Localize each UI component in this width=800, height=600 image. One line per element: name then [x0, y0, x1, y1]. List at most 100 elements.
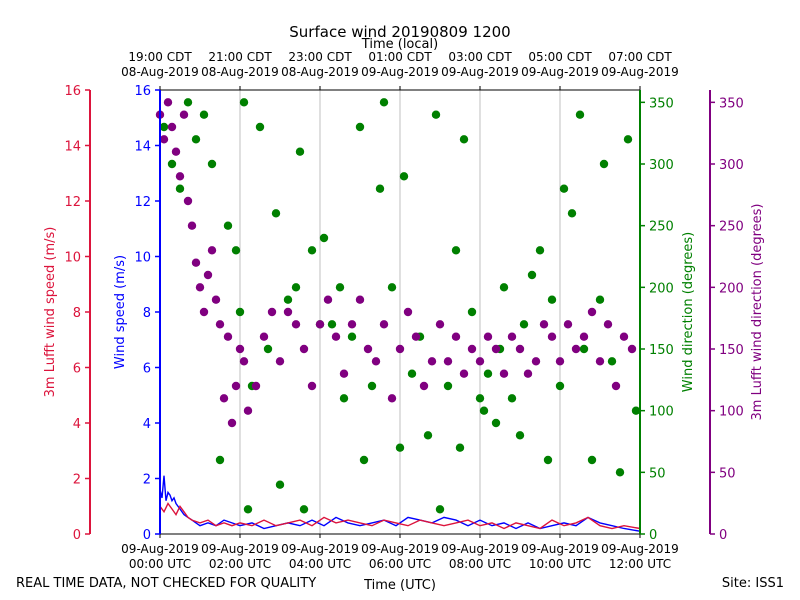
- 3m-lufft-wind-direction-point: [251, 381, 261, 391]
- wind-direction-point: [319, 233, 329, 243]
- wind-direction-axis-tick-label: 50: [649, 466, 666, 481]
- 3m-lufft-wind-direction-point: [403, 307, 413, 317]
- wind-direction-point: [527, 270, 537, 280]
- lufft-direction-axis-tick-label: 350: [719, 96, 744, 111]
- series-layer: [155, 98, 641, 532]
- wind-direction-point: [555, 381, 565, 391]
- wind-direction-point: [395, 443, 405, 452]
- 3m-lufft-wind-direction-point: [475, 357, 485, 366]
- wind-speed-axis-tick-label: 0: [143, 528, 151, 543]
- x-tick-label-date: 09-Aug-2019: [121, 542, 199, 556]
- lufft-speed-axis-tick-label: 12: [64, 195, 81, 210]
- wind-direction-point: [183, 98, 193, 107]
- wind-direction-point: [595, 295, 605, 304]
- lufft-speed-axis-tick-label: 6: [73, 362, 81, 377]
- 3m-lufft-wind-direction-point: [483, 332, 493, 341]
- wind-speed-axis-label: Wind speed (m/s): [113, 255, 128, 369]
- 3m-lufft-wind-direction-point: [159, 135, 169, 144]
- top-tick-label-time: 01:00 CDT: [368, 50, 432, 64]
- 3m-lufft-wind-direction-point: [347, 320, 357, 329]
- wind-direction-point: [275, 480, 285, 489]
- wind-direction-point: [615, 468, 625, 477]
- top-tick-label-date: 09-Aug-2019: [521, 65, 599, 79]
- wind-direction-point: [575, 110, 585, 119]
- wind-direction-point: [359, 455, 369, 465]
- wind-direction-point: [379, 98, 389, 107]
- wind-direction-point: [167, 159, 177, 169]
- wind-direction-point: [567, 209, 577, 218]
- wind-direction-point: [587, 455, 597, 465]
- wind-direction-axis-tick-label: 200: [649, 281, 674, 296]
- x-tick-label-date: 09-Aug-2019: [281, 542, 359, 556]
- 3m-lufft-wind-direction-point: [579, 332, 589, 341]
- wind-direction-point: [507, 394, 517, 403]
- lufft-direction-axis-tick-label: 0: [719, 528, 727, 543]
- top-tick-label-time: 23:00 CDT: [288, 50, 352, 64]
- wind-direction-point: [291, 283, 301, 292]
- 3m-lufft-wind-direction-point: [227, 418, 237, 428]
- wind-direction-point: [283, 295, 293, 304]
- wind-direction-point: [467, 307, 477, 317]
- 3m-lufft-wind-direction-point: [611, 381, 621, 391]
- top-tick-label-time: 19:00 CDT: [128, 50, 192, 64]
- 3m-lufft-wind-direction-point: [307, 381, 317, 391]
- 3m-lufft-wind-direction-point: [283, 307, 293, 317]
- lufft-speed-axis-tick-label: 0: [73, 528, 81, 543]
- bottom-axis-label: Time (UTC): [363, 578, 436, 593]
- 3m-lufft-wind-direction-point: [547, 332, 557, 341]
- x-tick-label-time: 10:00 UTC: [529, 557, 591, 571]
- 3m-lufft-wind-direction-point: [523, 369, 533, 378]
- wind-speed-axis-tick-label: 2: [143, 473, 151, 488]
- 3m-lufft-wind-direction-point: [371, 357, 381, 366]
- wind-direction-point: [607, 357, 617, 366]
- 3m-lufft-wind-direction-point: [267, 307, 277, 317]
- wind-direction-point: [223, 221, 233, 230]
- wind-direction-point: [175, 184, 185, 193]
- 3m-lufft-wind-direction-point: [171, 147, 181, 156]
- wind-direction-point: [271, 209, 281, 218]
- wind-direction-point: [299, 505, 309, 514]
- wind-direction-point: [499, 283, 509, 292]
- wind-speed-axis-tick-label: 12: [134, 195, 151, 210]
- 3m-lufft-wind-direction-point: [323, 295, 333, 304]
- wind-direction-axis-tick-label: 300: [649, 158, 674, 173]
- 3m-lufft-wind-direction-point: [595, 357, 605, 366]
- wind-direction-point: [339, 394, 349, 403]
- 3m-lufft-wind-direction-point: [571, 344, 581, 354]
- x-tick-label-time: 08:00 UTC: [449, 557, 511, 571]
- top-tick-label-date: 09-Aug-2019: [601, 65, 679, 79]
- top-axis-label: Time (local): [361, 37, 438, 52]
- x-tick-label-date: 09-Aug-2019: [201, 542, 279, 556]
- top-tick-label-time: 03:00 CDT: [448, 50, 512, 64]
- 3m-lufft-wind-direction-point: [451, 332, 461, 341]
- site-label: Site: ISS1: [722, 576, 784, 591]
- 3m-lufft-wind-direction-point: [211, 295, 221, 304]
- wind-direction-point: [443, 381, 453, 391]
- wind-direction-axis-tick-label: 150: [649, 343, 674, 358]
- lufft-speed-axis-tick-label: 8: [73, 306, 81, 321]
- 3m-lufft-wind-direction-point: [619, 332, 629, 341]
- wind-direction-point: [399, 172, 409, 181]
- lufft-direction-axis-tick-label: 300: [719, 158, 744, 173]
- wind-direction-point: [479, 406, 489, 415]
- wind-direction-point: [431, 110, 441, 119]
- 3m-lufft-wind-direction-point: [387, 394, 397, 403]
- 3m-lufft-wind-direction-point: [491, 344, 501, 354]
- top-tick-label-time: 05:00 CDT: [528, 50, 592, 64]
- wind-direction-point: [459, 135, 469, 144]
- wind-direction-point: [451, 246, 461, 255]
- 3m-lufft-wind-direction-point: [355, 295, 365, 304]
- lufft-direction-axis-label: 3m Lufft wind direction (degrees): [750, 204, 765, 421]
- wind-speed-line: [159, 475, 641, 532]
- wind-direction-point: [631, 406, 641, 415]
- 3m-lufft-wind-direction-point: [427, 357, 437, 366]
- chart-title: Surface wind 20190809 1200: [289, 23, 510, 41]
- 3m-lufft-wind-direction-point: [179, 110, 189, 119]
- 3m-lufft-wind-direction-point: [235, 344, 245, 354]
- wind-direction-point: [159, 122, 169, 132]
- 3m-lufft-wind-direction-point: [627, 344, 637, 354]
- quality-disclaimer: REAL TIME DATA, NOT CHECKED FOR QUALITY: [16, 576, 316, 591]
- 3m-lufft-wind-direction-point: [239, 357, 249, 366]
- wind-direction-axis-tick-label: 250: [649, 220, 674, 235]
